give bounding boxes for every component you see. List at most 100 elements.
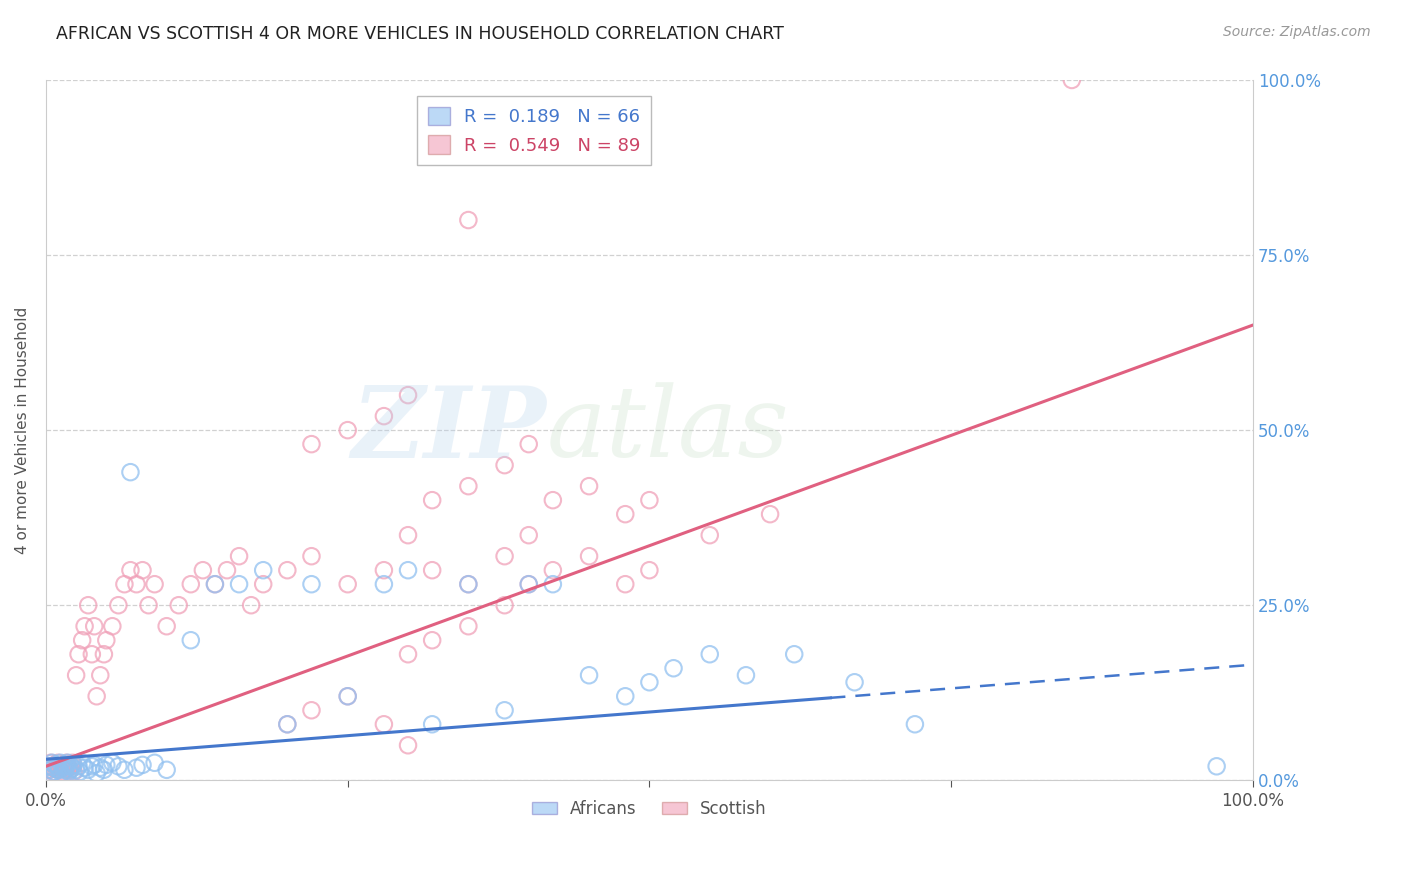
Point — [614, 690, 637, 704]
Point — [53, 758, 76, 772]
Point — [494, 598, 516, 612]
Point — [301, 577, 323, 591]
Point — [48, 763, 70, 777]
Point — [65, 668, 87, 682]
Point — [67, 647, 90, 661]
Point — [37, 759, 59, 773]
Point — [120, 563, 142, 577]
Point — [578, 668, 600, 682]
Point — [336, 690, 359, 704]
Point — [45, 762, 67, 776]
Point — [396, 647, 419, 661]
Text: atlas: atlas — [547, 383, 790, 478]
Point — [180, 577, 202, 591]
Point — [52, 761, 75, 775]
Point — [120, 465, 142, 479]
Point — [252, 563, 274, 577]
Point — [73, 619, 96, 633]
Point — [48, 763, 70, 777]
Point — [735, 668, 758, 682]
Point — [904, 717, 927, 731]
Point — [276, 717, 298, 731]
Point — [541, 563, 564, 577]
Point — [494, 549, 516, 564]
Point — [62, 761, 84, 775]
Point — [70, 633, 93, 648]
Point — [276, 717, 298, 731]
Point — [69, 764, 91, 779]
Point — [46, 759, 69, 773]
Point — [301, 703, 323, 717]
Point — [301, 437, 323, 451]
Point — [373, 409, 395, 424]
Point — [457, 479, 479, 493]
Point — [77, 598, 100, 612]
Point — [86, 690, 108, 704]
Point — [457, 577, 479, 591]
Point — [638, 563, 661, 577]
Point — [46, 756, 69, 770]
Point — [228, 549, 250, 564]
Point — [420, 633, 443, 648]
Point — [80, 759, 103, 773]
Point — [228, 577, 250, 591]
Text: AFRICAN VS SCOTTISH 4 OR MORE VEHICLES IN HOUSEHOLD CORRELATION CHART: AFRICAN VS SCOTTISH 4 OR MORE VEHICLES I… — [56, 25, 785, 43]
Point — [420, 493, 443, 508]
Point — [86, 766, 108, 780]
Point — [39, 766, 62, 780]
Legend: Africans, Scottish: Africans, Scottish — [526, 793, 773, 824]
Point — [131, 758, 153, 772]
Point — [55, 756, 77, 770]
Point — [699, 528, 721, 542]
Point — [396, 388, 419, 402]
Point — [62, 758, 84, 772]
Point — [83, 758, 105, 772]
Point — [53, 758, 76, 772]
Point — [420, 717, 443, 731]
Point — [89, 668, 111, 682]
Point — [457, 619, 479, 633]
Point — [44, 758, 66, 772]
Point — [204, 577, 226, 591]
Point — [215, 563, 238, 577]
Point — [101, 756, 124, 770]
Point — [45, 759, 67, 773]
Point — [578, 479, 600, 493]
Point — [396, 739, 419, 753]
Point — [96, 758, 118, 772]
Point — [138, 598, 160, 612]
Point — [56, 756, 79, 770]
Point — [494, 458, 516, 472]
Point — [51, 766, 73, 780]
Point — [37, 759, 59, 773]
Point — [59, 763, 82, 777]
Point — [167, 598, 190, 612]
Y-axis label: 4 or more Vehicles in Household: 4 or more Vehicles in Household — [15, 307, 30, 554]
Point — [67, 759, 90, 773]
Point — [156, 763, 179, 777]
Point — [101, 619, 124, 633]
Point — [112, 577, 135, 591]
Point — [204, 577, 226, 591]
Point — [336, 577, 359, 591]
Point — [125, 577, 148, 591]
Point — [180, 633, 202, 648]
Point — [52, 764, 75, 779]
Point — [89, 761, 111, 775]
Text: Source: ZipAtlas.com: Source: ZipAtlas.com — [1223, 25, 1371, 39]
Point — [42, 761, 65, 775]
Point — [541, 577, 564, 591]
Point — [41, 756, 63, 770]
Point — [83, 619, 105, 633]
Point — [51, 761, 73, 775]
Point — [844, 675, 866, 690]
Point — [49, 759, 72, 773]
Point — [38, 763, 60, 777]
Point — [45, 758, 67, 772]
Point — [759, 507, 782, 521]
Point — [301, 549, 323, 564]
Point — [240, 598, 263, 612]
Point — [517, 577, 540, 591]
Point — [143, 577, 166, 591]
Point — [131, 563, 153, 577]
